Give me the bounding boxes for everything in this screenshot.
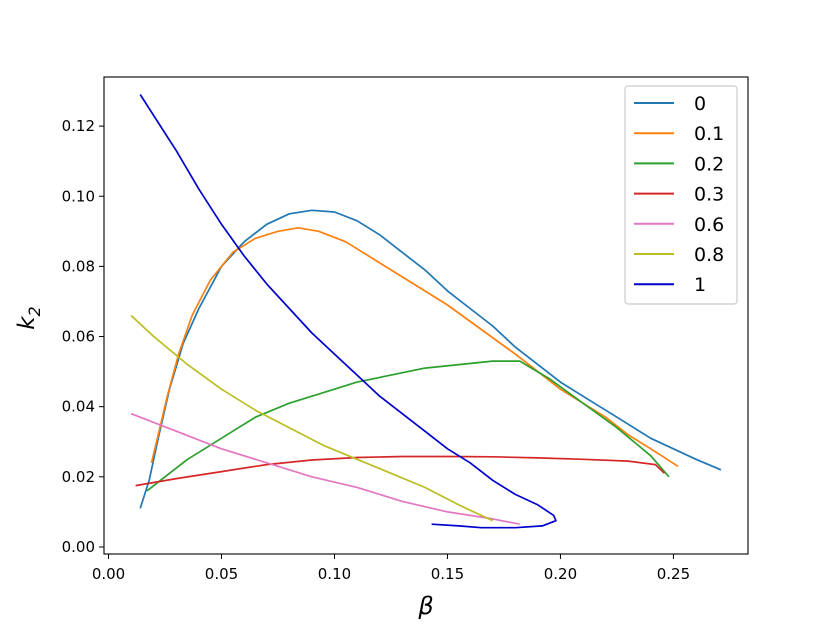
x-tick-label: 0.15	[431, 565, 464, 583]
series-line-0	[139, 209, 722, 509]
legend-label: 0	[694, 93, 706, 115]
x-tick-label: 0.20	[544, 565, 577, 583]
series-line-4	[130, 412, 520, 526]
y-tick-label: 0.08	[62, 257, 95, 275]
y-tick-label: 0.10	[62, 187, 95, 205]
legend-label: 0.2	[694, 153, 724, 175]
x-tick-label: 0.00	[92, 565, 125, 583]
legend-label: 1	[694, 274, 706, 296]
legend-label: 0.8	[694, 244, 724, 266]
x-axis-label: β	[417, 592, 433, 620]
y-tick-label: 0.06	[62, 328, 95, 346]
x-tick-label: 0.05	[205, 565, 238, 583]
plot-frame	[103, 76, 749, 555]
series-line-5	[130, 314, 494, 522]
y-axis-label: k2	[14, 306, 44, 330]
legend-label: 0.3	[694, 184, 724, 206]
y-axis-ticks: 0.00 0.02 0.04 0.06 0.08 0.10 0.12	[62, 117, 104, 556]
x-tick-label: 0.10	[318, 565, 351, 583]
x-axis-ticks: 0.00 0.05 0.10 0.15 0.20 0.25	[92, 554, 690, 583]
y-tick-label: 0.00	[62, 538, 95, 556]
legend-frame	[624, 85, 738, 305]
y-tick-label: 0.02	[62, 468, 95, 486]
x-tick-label: 0.25	[657, 565, 690, 583]
series-line-3	[135, 455, 665, 487]
series-lines	[130, 94, 722, 529]
legend-label: 0.1	[694, 123, 724, 145]
y-tick-label: 0.12	[62, 117, 95, 135]
legend: 0 0.1 0.2 0.3 0.6 0.8 1	[624, 85, 738, 305]
series-line-6	[139, 94, 557, 529]
y-axis-label-subscript: 2	[25, 306, 44, 316]
y-tick-label: 0.04	[62, 398, 95, 416]
legend-label: 0.6	[694, 214, 724, 236]
y-axis-label-main: k	[14, 315, 40, 330]
